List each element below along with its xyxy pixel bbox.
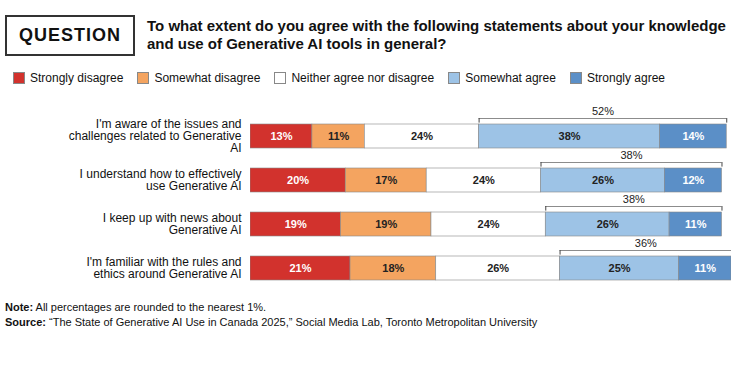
svg-text:18%: 18% bbox=[382, 262, 404, 274]
svg-text:36%: 36% bbox=[635, 237, 657, 249]
svg-text:24%: 24% bbox=[411, 130, 433, 142]
svg-text:11%: 11% bbox=[685, 218, 707, 230]
html-text:QUESTION: QUESTION bbox=[19, 24, 121, 45]
html-text:Neither agree nor disagree: Neither agree nor disagree bbox=[291, 71, 435, 85]
html-text:Note: All percentages are roun: Note: All percentages are rounded to the… bbox=[5, 301, 267, 313]
svg-text:13%: 13% bbox=[270, 130, 292, 142]
svg-text:38%: 38% bbox=[620, 149, 642, 161]
svg-text:I'm familiar with the rules an: I'm familiar with the rules andethics ar… bbox=[86, 255, 241, 281]
html-text:Strongly agree: Strongly agree bbox=[587, 71, 665, 85]
svg-text:26%: 26% bbox=[592, 174, 614, 186]
svg-text:26%: 26% bbox=[487, 262, 509, 274]
svg-text:24%: 24% bbox=[473, 174, 495, 186]
svg-text:I'm aware of the issues andcha: I'm aware of the issues andchallenges re… bbox=[69, 117, 242, 155]
svg-text:17%: 17% bbox=[375, 174, 397, 186]
svg-text:12%: 12% bbox=[682, 174, 704, 186]
svg-text:52%: 52% bbox=[592, 105, 614, 117]
html-text:Somewhat agree: Somewhat agree bbox=[465, 71, 556, 85]
html-text:To what extent do you agree wi: To what extent do you agree with the fol… bbox=[147, 17, 726, 52]
svg-text:11%: 11% bbox=[695, 262, 717, 274]
svg-text:19%: 19% bbox=[375, 218, 397, 230]
svg-text:38%: 38% bbox=[623, 193, 645, 205]
html-text:Strongly disagree: Strongly disagree bbox=[30, 71, 124, 85]
svg-text:21%: 21% bbox=[289, 262, 311, 274]
svg-text:11%: 11% bbox=[328, 130, 350, 142]
html-text:Source: “The State of Generati: Source: “The State of Generative AI Use … bbox=[5, 315, 538, 328]
html-text:Somewhat disagree: Somewhat disagree bbox=[154, 71, 261, 85]
svg-text:20%: 20% bbox=[287, 174, 309, 186]
svg-text:I keep up with news aboutGener: I keep up with news aboutGenerative AI bbox=[103, 211, 242, 237]
svg-text:19%: 19% bbox=[285, 218, 307, 230]
svg-text:14%: 14% bbox=[682, 130, 704, 142]
svg-text:25%: 25% bbox=[609, 262, 631, 274]
svg-text:26%: 26% bbox=[597, 218, 619, 230]
svg-text:38%: 38% bbox=[559, 130, 581, 142]
svg-text:I understand how to effectivel: I understand how to effectivelyuse Gener… bbox=[80, 167, 242, 193]
svg-text:24%: 24% bbox=[478, 218, 500, 230]
